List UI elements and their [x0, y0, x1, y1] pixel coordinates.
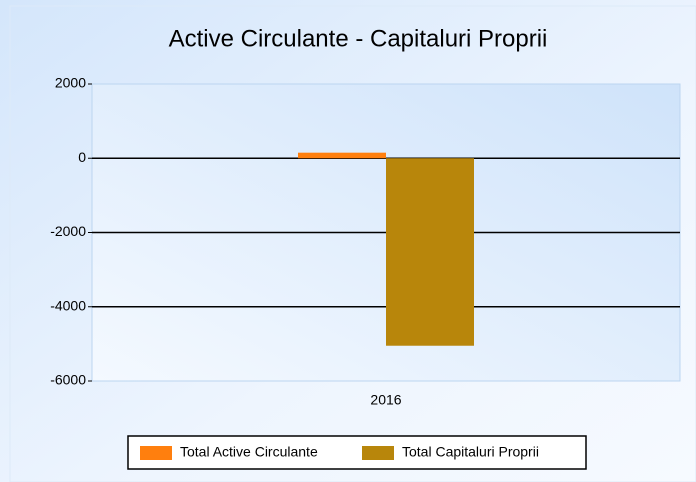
y-tick-label: -4000 [50, 297, 86, 313]
y-tick-label: 2000 [55, 75, 86, 91]
legend-label: Total Active Circulante [180, 444, 318, 460]
y-tick-label: -6000 [50, 372, 86, 388]
chart-title: Active Circulante - Capitaluri Proprii [169, 25, 548, 52]
legend [127, 435, 587, 470]
x-tick-label: 2016 [370, 392, 401, 408]
bar [386, 158, 474, 346]
legend-swatch [140, 446, 172, 460]
legend-label: Total Capitaluri Proprii [402, 444, 539, 460]
y-tick-label: 0 [78, 149, 86, 165]
bar [298, 152, 386, 159]
y-tick-label: -2000 [50, 223, 86, 239]
legend-swatch [362, 446, 394, 460]
frame [9, 5, 696, 482]
